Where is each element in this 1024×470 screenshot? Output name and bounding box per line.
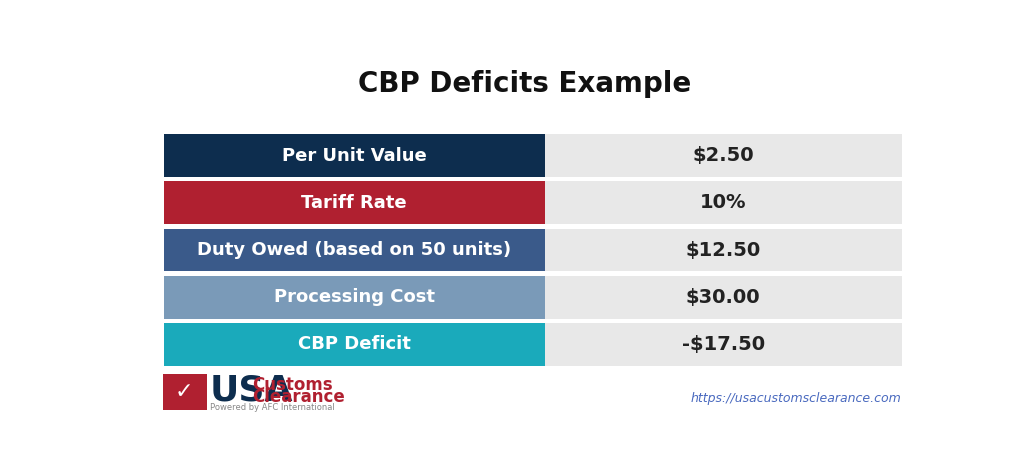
Text: $30.00: $30.00 bbox=[686, 288, 761, 307]
Bar bbox=[164, 228, 545, 272]
Text: Clearance: Clearance bbox=[253, 388, 345, 406]
Text: $2.50: $2.50 bbox=[692, 146, 754, 165]
Text: Tariff Rate: Tariff Rate bbox=[301, 194, 407, 212]
Text: CBP Deficits Example: CBP Deficits Example bbox=[358, 70, 691, 98]
Bar bbox=[545, 276, 902, 319]
Bar bbox=[164, 276, 545, 319]
Text: Duty Owed (based on 50 units): Duty Owed (based on 50 units) bbox=[197, 241, 511, 259]
Bar bbox=[545, 181, 902, 224]
Text: Customs: Customs bbox=[253, 376, 333, 394]
Text: Processing Cost: Processing Cost bbox=[273, 288, 434, 306]
Text: ✓: ✓ bbox=[175, 382, 194, 402]
Bar bbox=[545, 228, 902, 272]
Bar bbox=[163, 374, 207, 410]
Text: Per Unit Value: Per Unit Value bbox=[282, 147, 427, 164]
Bar bbox=[164, 181, 545, 224]
Text: CBP Deficit: CBP Deficit bbox=[298, 336, 411, 353]
Text: Powered by AFC International: Powered by AFC International bbox=[210, 403, 335, 412]
Text: 10%: 10% bbox=[700, 193, 746, 212]
Bar bbox=[545, 134, 902, 177]
Bar bbox=[164, 323, 545, 366]
Text: -$17.50: -$17.50 bbox=[682, 335, 765, 354]
Text: $12.50: $12.50 bbox=[686, 241, 761, 259]
Text: https://usacustomsclearance.com: https://usacustomsclearance.com bbox=[691, 392, 902, 405]
Text: USA: USA bbox=[210, 373, 293, 407]
Bar bbox=[545, 323, 902, 366]
Bar bbox=[164, 134, 545, 177]
